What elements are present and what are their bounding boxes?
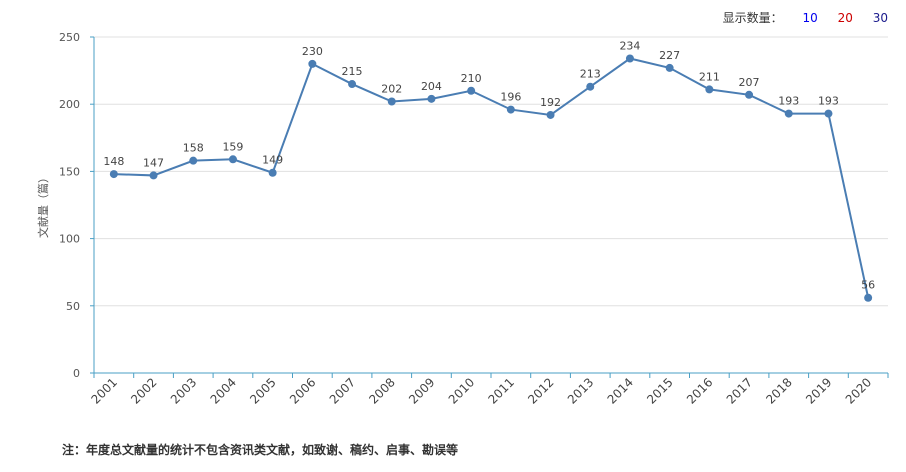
data-point [189,156,198,165]
data-label: 196 [500,91,521,104]
x-tick-label: 2017 [724,375,755,406]
data-label: 215 [342,65,363,78]
data-point [506,105,515,114]
data-label: 147 [143,156,164,169]
data-point [745,90,754,99]
data-point [824,109,833,118]
data-label: 192 [540,96,561,109]
data-label: 149 [262,154,283,167]
data-label: 148 [103,155,124,168]
data-label: 207 [739,76,760,89]
display-count-30[interactable]: 30 [872,11,888,25]
data-point [109,170,118,179]
x-tick-label: 2004 [208,375,239,406]
data-point [665,63,674,72]
data-point [268,168,277,177]
data-label: 234 [619,40,640,53]
y-tick-label: 250 [59,31,80,44]
data-label: 158 [183,142,204,155]
data-label: 193 [818,95,839,108]
data-label: 193 [778,95,799,108]
footnote: 注：年度总文献量的统计不包含资讯类文献，如致谢、稿约、启事、勘误等 [62,443,459,457]
x-tick-label: 2002 [128,375,159,406]
x-tick-label: 2003 [168,375,199,406]
data-point [467,86,476,95]
x-tick-label: 2011 [485,375,516,406]
data-point [427,94,436,103]
x-tick-label: 2006 [287,375,318,406]
data-point [308,59,317,68]
data-label: 56 [861,279,875,292]
x-tick-label: 2009 [406,375,437,406]
x-tick-label: 2016 [684,375,715,406]
x-tick-label: 2013 [565,375,596,406]
data-label: 211 [699,70,720,83]
data-label: 159 [222,140,243,153]
y-axis-label: 文献量（篇） [36,172,50,238]
x-tick-label: 2014 [605,375,636,406]
x-tick-label: 2010 [446,375,477,406]
data-point [705,85,714,94]
series-line [113,57,870,298]
data-label: 227 [659,49,680,62]
display-count-label: 显示数量： [722,11,783,25]
data-point [586,82,595,91]
y-tick-label: 200 [59,98,80,111]
x-tick-label: 2019 [803,375,834,406]
y-tick-label: 50 [66,300,80,313]
axes: 0 50 100 150 200 250 2001 2002 2003 2004 2005 2006 2… [59,31,889,407]
data-point [625,54,634,63]
x-tick-label: 2007 [327,375,358,406]
data-point [348,80,357,89]
data-point [784,109,793,118]
display-count-control: 显示数量： 10 20 30 [723,9,888,26]
data-label: 213 [580,68,601,81]
data-point [864,293,873,302]
x-tick-label: 2012 [525,375,556,406]
x-tick-label: 2005 [247,375,278,406]
x-tick-label: 2008 [366,375,397,406]
x-tick-label: 2020 [843,375,874,406]
data-label: 204 [421,80,442,93]
display-count-10[interactable]: 10 [802,11,818,25]
x-tick-label: 2018 [763,375,794,406]
data-point [228,155,237,164]
display-count-20[interactable]: 20 [837,11,853,25]
data-point [387,97,396,106]
data-point [546,110,555,119]
data-label: 210 [461,72,482,85]
grid-lines [94,36,888,307]
x-tick-label: 2001 [88,375,119,406]
y-tick-label: 100 [59,233,80,246]
data-label: 230 [302,45,323,58]
data-point [149,171,158,180]
y-tick-label: 150 [59,165,80,178]
data-label: 202 [381,83,402,96]
y-tick-label: 0 [73,367,80,380]
x-tick-label: 2015 [644,375,675,406]
series: 148 147 158 159 149 230 215 202 204 210 196 192 213 2… [103,40,875,302]
